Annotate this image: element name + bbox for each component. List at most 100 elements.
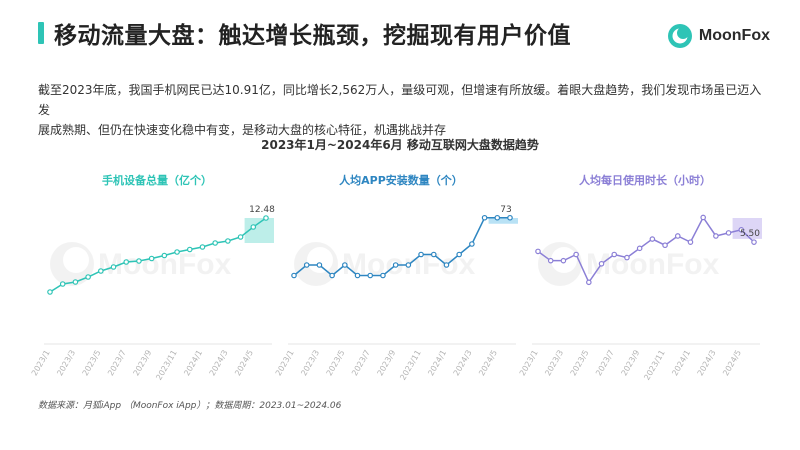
data-point [263,215,269,221]
x-tick-label: 2023/9 [620,349,642,378]
summary-line-2: 展成熟期、但仍在快速变化稳中有变，是移动大盘的核心特征，机遇挑战并存 [38,123,447,137]
data-point [123,259,130,265]
x-tick-label: 2023/9 [132,349,154,378]
chart-title: 人均每日使用时长（小时） [579,174,711,187]
data-point [316,262,323,268]
x-tick-label: 2023/9 [376,349,398,378]
data-point [725,230,732,236]
data-point [751,239,757,245]
x-tick-label: 2023/3 [55,349,77,378]
data-point [291,272,297,279]
x-tick-label: 2023/1 [274,349,296,378]
data-point [700,214,706,221]
data-point [85,274,91,280]
data-label: 12.48 [249,205,275,215]
x-tick-label: 2024/5 [477,349,499,378]
moonfox-watermark: MoonFox [538,242,720,286]
data-point [713,233,719,239]
data-point [161,252,168,259]
data-point [687,239,694,245]
data-point [535,248,541,255]
data-point [586,279,592,286]
x-tick-label: 2023/11 [642,349,666,382]
x-tick-label: 2024/5 [233,349,255,378]
data-point [174,249,180,255]
data-point [329,272,335,279]
data-point [636,245,643,252]
summary-text: 截至2023年底，我国手机网民已达10.91亿，同比增长2,562万人，量级可观… [38,80,768,140]
x-tick-label: 2024/5 [721,349,743,378]
data-point [547,257,554,264]
data-point [237,234,244,240]
data-source-note: 数据来源：月狐iApp （MoonFox iApp）；数据周期：2023.01~… [38,401,342,411]
brand-logo-block: MoonFox [667,22,770,50]
data-point [507,214,513,221]
data-point [573,251,579,258]
data-point [250,224,257,230]
data-point [354,272,361,279]
highlight-region [488,218,518,224]
data-label: 73 [500,205,511,215]
chart-panel-device-total: 手机设备总量（亿个） MoonFox 12.48 2023/1 2023/3 2023/… [30,172,276,387]
x-tick-label: 2023/11 [154,349,178,382]
data-point [225,238,231,244]
x-tick-label: 2023/1 [30,349,52,378]
data-point [148,255,155,262]
x-tick-label: 2023/3 [299,349,321,378]
data-point [560,257,567,264]
data-point [469,241,475,247]
data-point [380,272,386,279]
chart-title: 手机设备总量（亿个） [102,174,212,187]
data-point [98,268,104,274]
data-point [624,254,630,261]
data-point [199,244,206,250]
data-point [662,242,668,249]
x-tick-label: 2023/7 [594,349,616,378]
chart-title: 人均APP安装数量（个） [339,174,463,187]
x-tick-label: 2023/7 [106,349,128,378]
data-point [212,240,218,246]
summary-line-1: 截至2023年底，我国手机网民已达10.91亿，同比增长2,562万人，量级可观… [38,83,762,117]
highlight-region [732,218,762,239]
data-point [443,262,450,268]
watermark-text: MoonFox [586,248,720,281]
data-point [110,264,117,270]
x-tick-label: 2024/1 [670,349,692,378]
x-tick-label: 2023/5 [569,349,591,378]
data-point [342,262,348,268]
data-point [738,226,745,233]
data-point [598,260,605,267]
x-tick-label: 2024/3 [696,349,718,378]
data-point [456,251,462,258]
data-point [430,251,437,258]
x-tick-label: 2024/1 [426,349,448,378]
x-tick-label: 2023/1 [518,349,540,378]
title-accent-bar [38,22,44,44]
data-label: 5.50 [740,229,760,239]
x-tick-label: 2023/7 [350,349,372,378]
x-tick-label: 2023/11 [398,349,422,382]
x-tick-label: 2023/5 [325,349,347,378]
data-point [303,262,310,268]
x-tick-label: 2023/3 [543,349,565,378]
x-tick-label: 2024/1 [182,349,204,378]
data-point [649,236,656,242]
data-point [136,258,142,264]
data-point [494,214,501,221]
x-tick-label: 2023/5 [81,349,103,378]
data-point [59,281,66,287]
data-point [481,214,488,221]
data-point [418,251,424,258]
data-point [392,262,399,268]
page-title: 移动流量大盘：触达增长瓶颈，挖掘现有用户价值 [54,23,571,49]
data-point [611,251,618,258]
x-tick-label: 2024/3 [452,349,474,378]
data-point [186,246,193,253]
chart-panel-app-installs: 人均APP安装数量（个） MoonFox 73 2023/1 2023/3 2023/5… [274,172,520,387]
data-point [674,233,681,239]
brand-name: MoonFox [698,27,770,44]
data-point [405,262,412,268]
